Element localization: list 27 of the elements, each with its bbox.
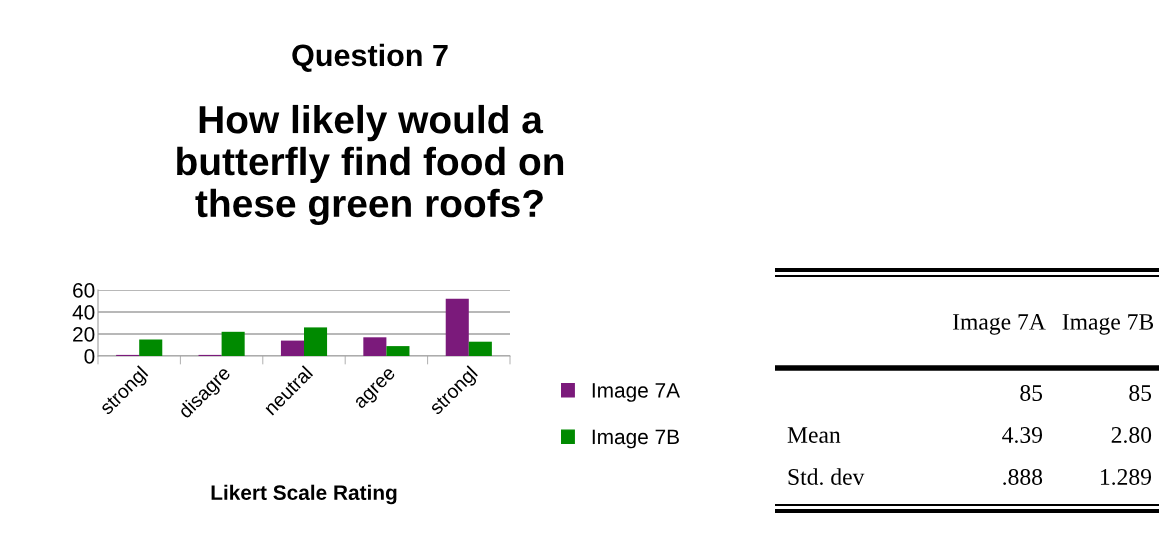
text: 85 [1020, 384, 1043, 401]
bar [445, 298, 469, 356]
legend-label: Image 7A [592, 383, 681, 402]
y-tick-label: 40 [72, 305, 95, 320]
x-axis-title: Likert Scale Rating [211, 484, 397, 505]
bar [386, 346, 410, 356]
bar [468, 341, 492, 356]
y-tick-label: 60 [73, 283, 95, 298]
bar [304, 327, 328, 356]
text: 85 [1129, 384, 1152, 401]
text: 2.80 [1111, 426, 1152, 444]
y-tick-label: 20 [73, 327, 95, 342]
text: Image 7A [952, 314, 1046, 335]
bar [280, 340, 304, 356]
text: 4.39 [1002, 427, 1043, 444]
bar [139, 339, 163, 356]
bar [221, 331, 245, 356]
chart-subtitle: How likely would a butterfly find food on these green roofs? [177, 104, 564, 226]
chart-title: Question 7 [292, 43, 448, 72]
y-tick-label: 0 [84, 349, 95, 364]
text: 1.289 [1100, 468, 1152, 486]
legend-label: Image 7B [592, 429, 679, 449]
text: .888 [1003, 468, 1043, 486]
text: Mean [787, 427, 841, 443]
text: Image 7B [1062, 314, 1154, 335]
bar [363, 337, 387, 356]
text: Std. dev [788, 468, 865, 486]
